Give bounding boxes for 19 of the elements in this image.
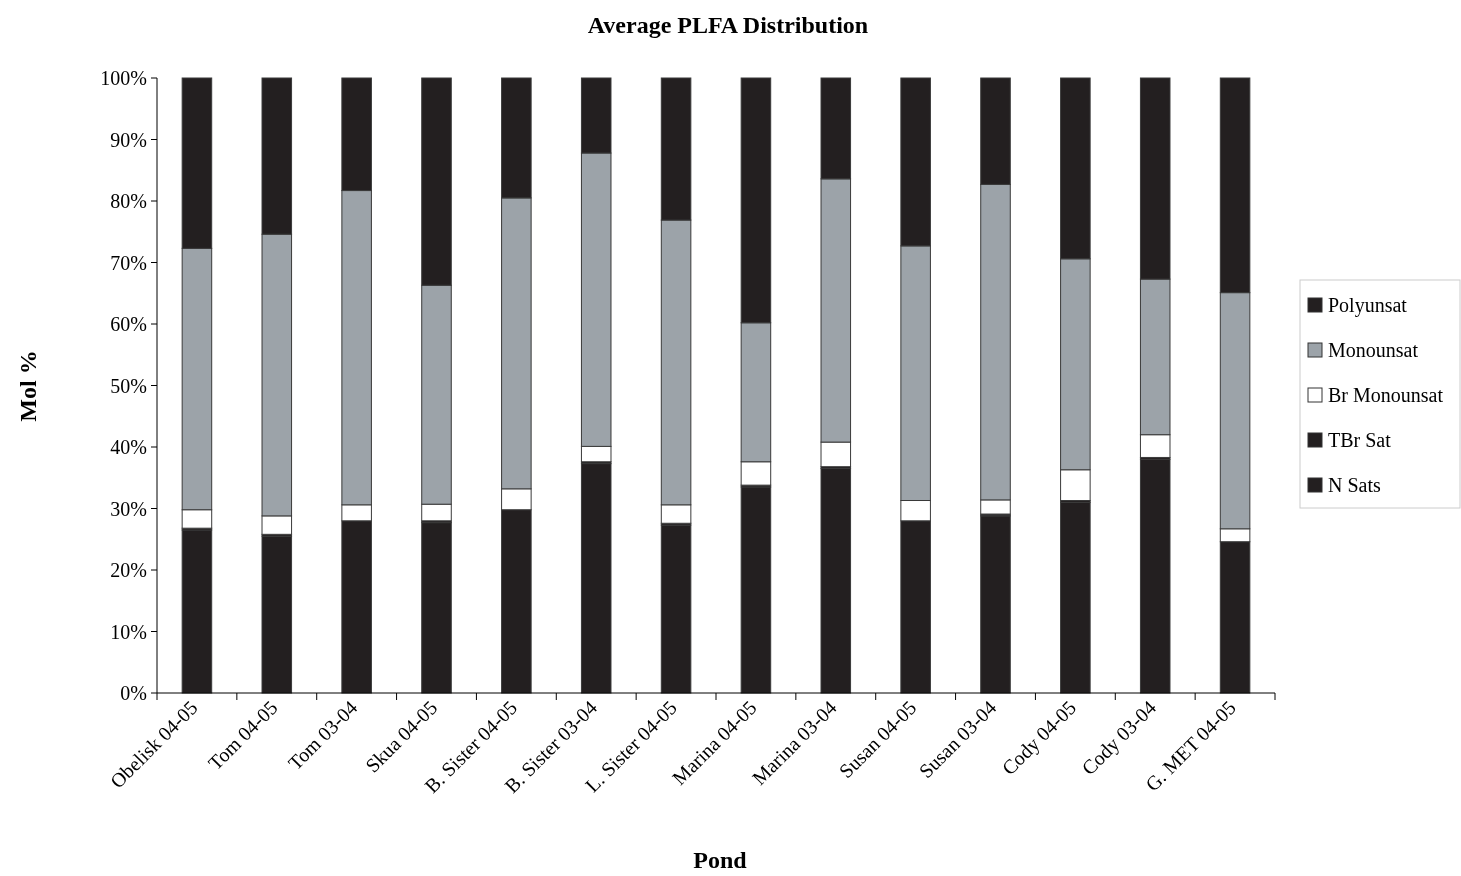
y-tick-label: 80%	[110, 190, 147, 212]
x-axis-title: Pond	[693, 847, 748, 873]
legend-label: Br Monounsat	[1328, 384, 1444, 406]
chart-title: Average PLFA Distribution	[587, 12, 869, 38]
legend-label: Monounsat	[1328, 339, 1419, 361]
legend-label: TBr Sat	[1328, 429, 1392, 451]
y-tick-label: 100%	[100, 67, 147, 89]
y-tick-label: 90%	[110, 128, 147, 151]
legend-label: N Sats	[1328, 474, 1381, 496]
y-tick-label: 50%	[110, 374, 147, 397]
y-axis-title: Mol %	[15, 350, 41, 422]
y-tick-label: 20%	[110, 559, 147, 581]
legend-label: Polyunsat	[1328, 294, 1408, 317]
y-tick-label: 10%	[110, 620, 147, 643]
y-tick-label: 30%	[110, 497, 147, 520]
y-tick-label: 70%	[110, 251, 147, 274]
y-tick-label: 60%	[110, 313, 147, 335]
y-tick-label: 0%	[120, 682, 147, 704]
y-tick-label: 40%	[110, 436, 147, 458]
